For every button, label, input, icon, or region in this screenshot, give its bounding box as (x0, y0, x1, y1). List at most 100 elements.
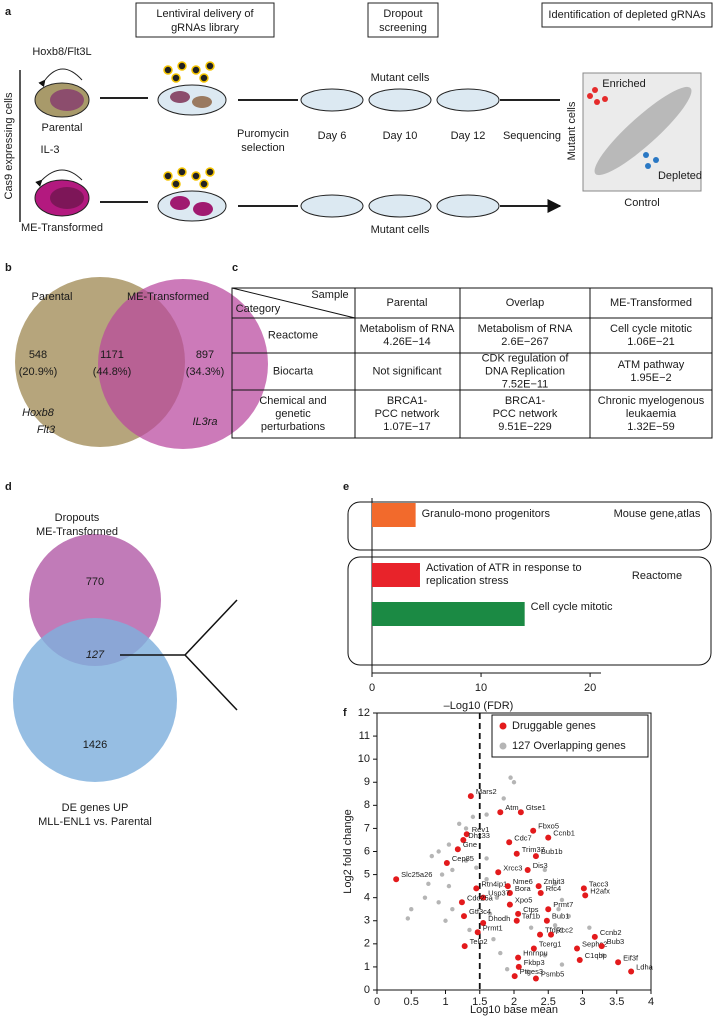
point (506, 890, 513, 897)
sequencing-label: Sequencing (503, 130, 561, 142)
table-cell: 4.26E−14 (383, 336, 430, 348)
point (480, 894, 487, 901)
table-cell: BRCA1- (387, 395, 428, 407)
gene-label: Flt3 (37, 424, 56, 436)
point (463, 826, 469, 831)
point (532, 975, 539, 982)
point (513, 850, 520, 857)
point-label: Bub1b (541, 847, 563, 856)
y-axis-label: Log2 fold change (342, 809, 354, 893)
point-label: Hnrnpu (523, 949, 548, 958)
table-cell: Not significant (372, 365, 441, 377)
point (515, 910, 522, 917)
point (559, 897, 565, 903)
x-tick-label: 20 (584, 682, 596, 694)
cell-label: Parental (42, 122, 83, 134)
point-label: Rtn4ip1 (481, 879, 507, 888)
y-tick-label: 1 (364, 961, 370, 973)
venn-art (13, 277, 268, 782)
point-label: Cdc7 (514, 833, 532, 842)
row-category: Reactome (268, 329, 318, 341)
group-label: Reactome (631, 570, 683, 582)
point (566, 913, 571, 919)
table-cell: Metabolism of RNA (478, 323, 573, 335)
legend-label: Druggable genes (512, 720, 596, 732)
point-label: Atm (505, 803, 518, 812)
y-tick-label: 10 (358, 753, 370, 765)
bar (372, 503, 416, 527)
point (537, 931, 544, 938)
y-tick-label: 6 (364, 845, 370, 857)
bar-label: Cell cycle mitotic (530, 601, 613, 613)
point (487, 911, 493, 917)
point (467, 927, 472, 933)
legend-swatch (499, 722, 507, 730)
point (480, 920, 487, 927)
point (506, 839, 513, 846)
legend-box (491, 714, 649, 758)
point (559, 962, 565, 967)
point-label: Psmb5 (541, 969, 564, 978)
point-label: Usp37 (488, 889, 510, 898)
point (547, 931, 554, 938)
point-label: Bub1 (552, 912, 570, 921)
point (422, 895, 428, 900)
region-percent: (20.9%) (19, 366, 58, 378)
point (501, 796, 506, 801)
region-percent: (34.3%) (186, 366, 225, 378)
mutant-label: Mutant cells (371, 224, 430, 236)
point-label: Sephs2 (582, 939, 607, 948)
x-axis-label: Log10 base mean (470, 1004, 558, 1016)
y-tick-label: 12 (358, 707, 370, 719)
point-label: Ptges3 (520, 967, 543, 976)
point (443, 918, 448, 923)
table-cell: Metabolism of RNA (360, 323, 455, 335)
point (543, 917, 550, 924)
bar (372, 602, 525, 626)
point (426, 881, 431, 887)
point (484, 812, 489, 817)
point-label: Rcc2 (556, 926, 573, 935)
region-count: 1426 (83, 739, 107, 751)
table-art (231, 287, 713, 439)
panel-e-art (347, 501, 712, 666)
mutant-label: Mutant cells (371, 72, 430, 84)
corner-label: Category (236, 303, 281, 315)
panel-label: e (343, 481, 349, 493)
row-category: Chemical and (259, 395, 326, 407)
selection-label: selection (241, 142, 284, 154)
point-label: Ldha (636, 963, 654, 972)
point (446, 883, 452, 889)
point (524, 866, 531, 873)
point (436, 900, 441, 905)
step-label: Identification of depleted gRNAs (548, 9, 706, 21)
point-label: Slc25a26 (401, 870, 432, 879)
x-tick-label: 2.5 (541, 996, 556, 1008)
point (495, 869, 502, 876)
point-label: Fkbp3 (524, 958, 545, 967)
point (582, 892, 589, 899)
point (443, 860, 450, 867)
point (494, 895, 500, 900)
side-label: Cas9 expressing cells (3, 92, 15, 199)
point (515, 954, 522, 961)
region-count: 548 (29, 349, 47, 361)
panel-label: d (5, 481, 12, 493)
point-label: Ccnb2 (600, 928, 622, 937)
point (439, 872, 445, 877)
point (429, 853, 434, 859)
point (587, 925, 592, 930)
point-label: Rev1 (472, 825, 490, 834)
point (470, 814, 476, 820)
point-label: C1qbp (585, 951, 607, 960)
set-label: ME-Transformed (127, 291, 209, 303)
factor-label: Hoxb8/Flt3L (32, 46, 91, 58)
point-label: Telo2 (470, 937, 488, 946)
x-tick-label: 10 (475, 682, 487, 694)
panel-label: f (343, 707, 347, 719)
panel-label: a (5, 6, 12, 18)
point (530, 827, 537, 834)
day-label: Day 6 (318, 130, 347, 142)
panel-label: c (232, 262, 238, 274)
bar (372, 563, 420, 587)
